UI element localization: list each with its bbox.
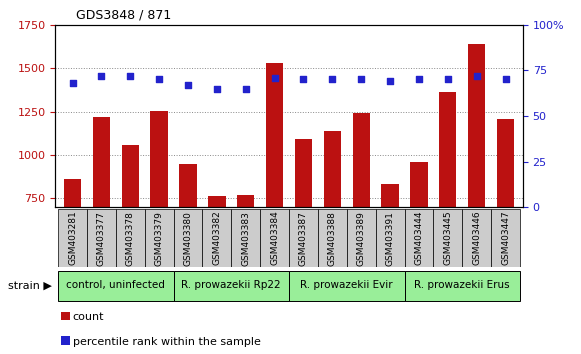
Bar <box>491 209 520 267</box>
Bar <box>289 209 318 267</box>
Text: strain ▶: strain ▶ <box>8 281 52 291</box>
Text: GSM403384: GSM403384 <box>270 211 279 266</box>
Bar <box>116 209 145 267</box>
Bar <box>174 271 289 301</box>
Bar <box>231 209 260 267</box>
Text: GSM403388: GSM403388 <box>328 211 337 266</box>
Bar <box>64 179 81 329</box>
Bar <box>145 209 174 267</box>
Point <box>184 82 193 88</box>
Text: GSM403281: GSM403281 <box>68 211 77 266</box>
Bar <box>324 131 341 329</box>
Bar <box>180 164 196 329</box>
Text: R. prowazekii Rp22: R. prowazekii Rp22 <box>181 280 281 290</box>
Point <box>212 86 221 91</box>
Bar <box>237 195 254 329</box>
Bar <box>439 92 457 329</box>
Text: R. prowazekii Evir: R. prowazekii Evir <box>300 280 393 290</box>
Bar <box>58 271 174 301</box>
Point <box>241 86 250 91</box>
Point <box>97 73 106 79</box>
Bar <box>404 209 433 267</box>
Bar <box>410 162 428 329</box>
Bar <box>266 63 284 329</box>
Bar <box>208 196 225 329</box>
Bar <box>468 44 485 329</box>
Text: GSM403380: GSM403380 <box>184 211 192 266</box>
Text: GSM403382: GSM403382 <box>213 211 221 266</box>
Text: GSM403389: GSM403389 <box>357 211 365 266</box>
Point <box>385 79 394 84</box>
Text: GSM403445: GSM403445 <box>443 211 453 266</box>
Text: GSM403377: GSM403377 <box>97 211 106 266</box>
Text: GSM403378: GSM403378 <box>125 211 135 266</box>
Bar <box>376 209 404 267</box>
Bar <box>382 184 399 329</box>
Text: R. prowazekii Erus: R. prowazekii Erus <box>414 280 510 290</box>
Text: GSM403383: GSM403383 <box>241 211 250 266</box>
Text: GSM403446: GSM403446 <box>472 211 481 266</box>
Text: GSM403444: GSM403444 <box>414 211 424 265</box>
Bar <box>295 139 312 329</box>
Bar <box>318 209 347 267</box>
Point <box>125 73 135 79</box>
Point <box>357 77 366 82</box>
Bar <box>347 209 376 267</box>
Text: GSM403387: GSM403387 <box>299 211 308 266</box>
Bar <box>462 209 491 267</box>
Bar <box>433 209 462 267</box>
Text: control, uninfected: control, uninfected <box>66 280 165 290</box>
Bar <box>150 111 168 329</box>
Bar <box>121 145 139 329</box>
Bar <box>174 209 202 267</box>
Point <box>155 77 164 82</box>
Text: GSM403379: GSM403379 <box>155 211 164 266</box>
Text: count: count <box>73 312 104 322</box>
Bar <box>202 209 231 267</box>
Point <box>472 73 481 79</box>
Bar <box>58 209 87 267</box>
Point <box>443 77 453 82</box>
Text: GSM403391: GSM403391 <box>386 211 394 266</box>
Bar <box>289 271 404 301</box>
Bar <box>260 209 289 267</box>
Point <box>328 77 337 82</box>
Text: percentile rank within the sample: percentile rank within the sample <box>73 337 260 347</box>
Text: GDS3848 / 871: GDS3848 / 871 <box>76 9 171 22</box>
Text: GSM403447: GSM403447 <box>501 211 510 266</box>
Bar <box>404 271 520 301</box>
Point <box>68 80 77 86</box>
Point <box>501 77 510 82</box>
Bar <box>87 209 116 267</box>
Bar <box>93 117 110 329</box>
Point <box>414 77 424 82</box>
Bar <box>497 119 514 329</box>
Point <box>270 75 279 80</box>
Bar <box>353 113 370 329</box>
Point <box>299 77 308 82</box>
